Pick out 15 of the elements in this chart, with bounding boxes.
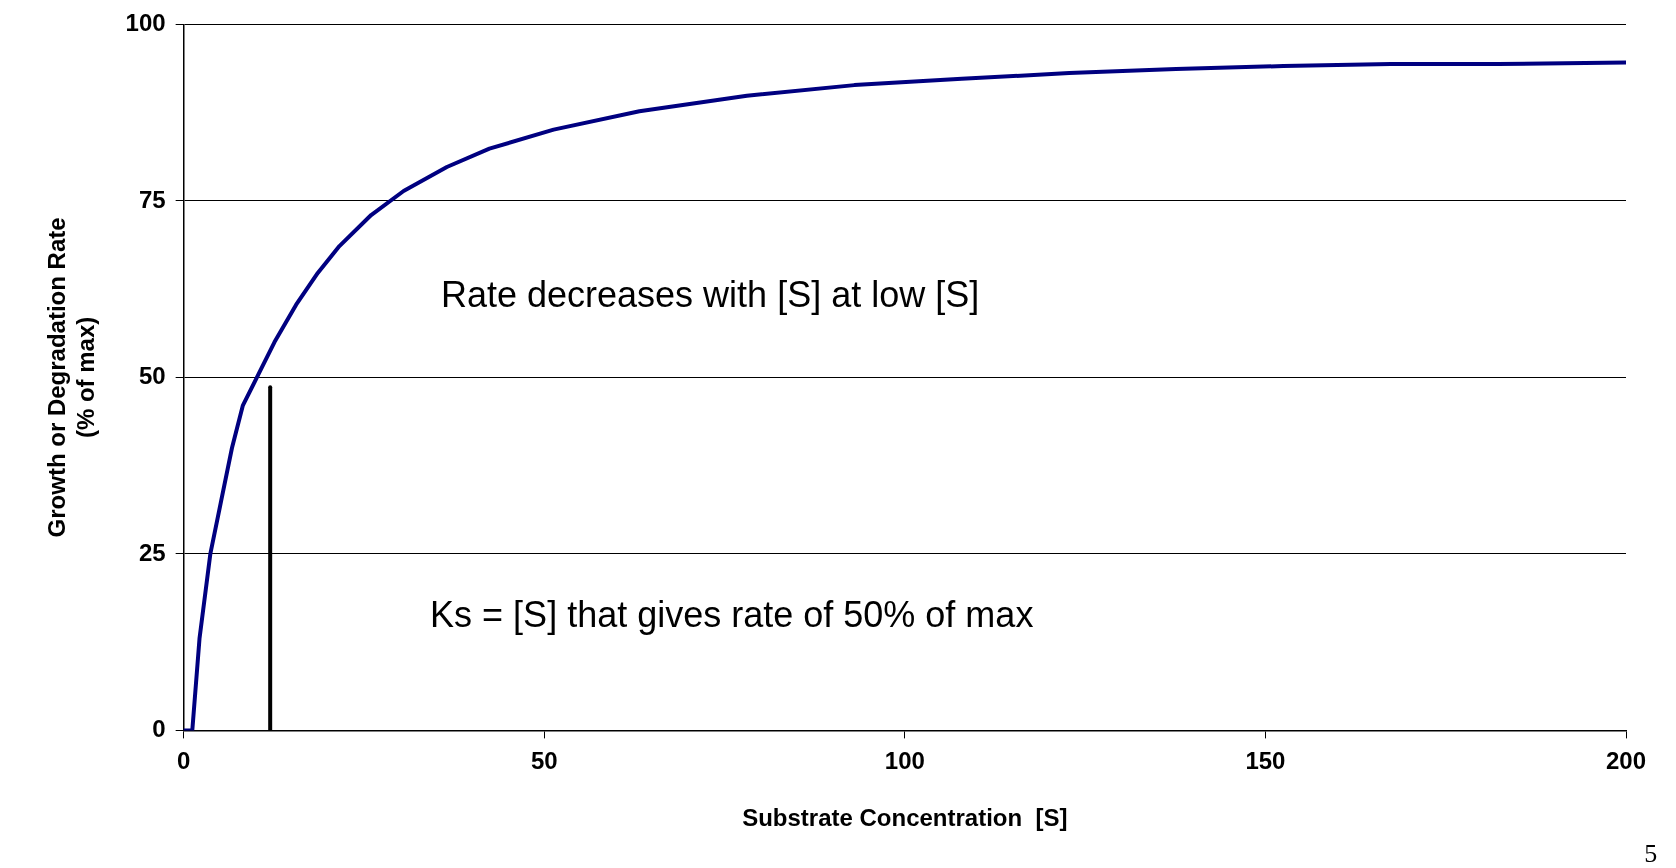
y-tick-label: 75 [138, 185, 166, 213]
x-axis-title: Substrate Concentration [S] [742, 804, 1068, 832]
annotation: Ks = [S] that gives rate of 50% of max [430, 594, 1034, 636]
y-tick-label: 0 [152, 715, 166, 743]
y-tick-label: 25 [138, 538, 166, 566]
annotation: Rate decreases with [S] at low [S] [440, 273, 980, 315]
x-tick-label: 200 [1605, 747, 1647, 775]
y-axis-title: Growth or Degradation Rate (% of max) [43, 217, 99, 538]
x-tick-label: 0 [176, 747, 191, 775]
x-tick-label: 150 [1245, 747, 1286, 775]
y-tick-label: 50 [138, 362, 166, 390]
x-tick-label: 50 [530, 747, 558, 775]
y-tick-label: 100 [125, 9, 166, 37]
x-tick-label: 100 [884, 747, 925, 775]
text: 5 [1644, 838, 1658, 868]
